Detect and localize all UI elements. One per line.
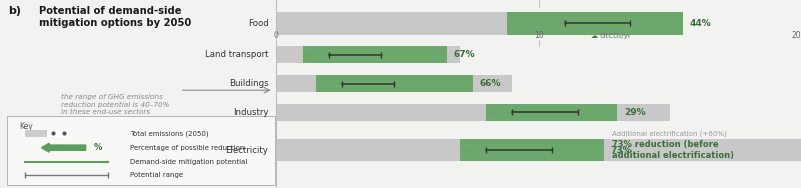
Bar (486, 104, 618, 121)
Text: b): b) (8, 6, 22, 16)
FancyBboxPatch shape (7, 116, 275, 185)
Text: Additional electrification (+60%): Additional electrification (+60%) (612, 131, 727, 137)
Text: 29%: 29% (624, 108, 646, 117)
Bar (507, 12, 683, 35)
Text: Buildings: Buildings (229, 79, 268, 88)
Text: 20: 20 (791, 31, 801, 40)
Bar (507, 12, 683, 35)
Text: Land transport: Land transport (205, 50, 268, 59)
Bar (276, 12, 683, 35)
Text: 10: 10 (533, 31, 544, 40)
Bar (276, 46, 460, 63)
Text: 67%: 67% (453, 50, 475, 59)
Bar (303, 46, 447, 63)
Bar (276, 139, 801, 161)
Bar (276, 75, 513, 92)
Text: %: % (94, 143, 103, 152)
Bar (316, 75, 473, 92)
Text: Potential of demand-side
mitigation options by 2050: Potential of demand-side mitigation opti… (38, 6, 191, 28)
Bar (460, 139, 604, 161)
Bar (303, 46, 447, 63)
Bar (486, 104, 618, 121)
Text: Electricity: Electricity (226, 146, 268, 155)
Text: 66%: 66% (480, 79, 501, 88)
Bar (25, 130, 69, 137)
Text: 44%: 44% (690, 19, 711, 28)
Text: Demand-side mitigation potential: Demand-side mitigation potential (130, 159, 248, 165)
Text: the range of GHG emissions
reduction potential is 40–70%
in these end-use sector: the range of GHG emissions reduction pot… (61, 94, 169, 115)
Text: ☁ GtCO₂/yr: ☁ GtCO₂/yr (591, 33, 631, 39)
Text: Food: Food (248, 19, 268, 28)
Bar (47, 130, 69, 137)
Text: 73% reduction (before
additional electrification): 73% reduction (before additional electri… (612, 140, 735, 160)
Text: Percentage of possible reduction: Percentage of possible reduction (130, 145, 244, 151)
Text: Industry: Industry (233, 108, 268, 117)
Bar (316, 75, 473, 92)
Text: Total emissions (2050): Total emissions (2050) (130, 130, 208, 137)
Text: Potential range: Potential range (130, 172, 183, 178)
Text: Key: Key (19, 122, 33, 131)
FancyArrow shape (42, 143, 86, 152)
Bar (276, 104, 670, 121)
Bar (460, 139, 604, 161)
Text: 73%: 73% (611, 146, 633, 155)
Text: 0: 0 (274, 31, 279, 40)
